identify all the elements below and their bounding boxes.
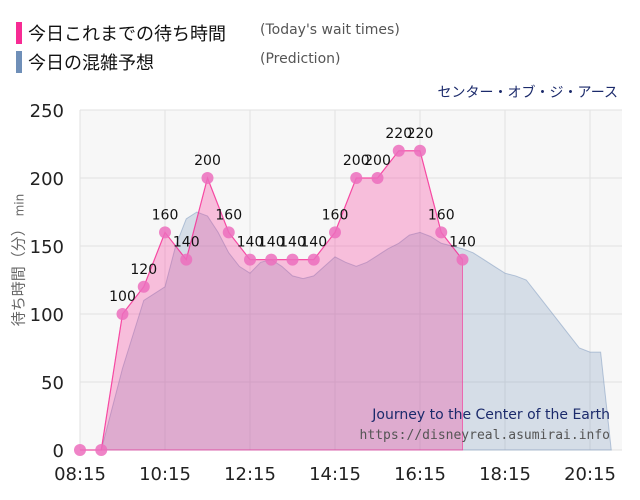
legend-actual-label: 今日これまでの待ち時間	[28, 24, 226, 45]
actual-point	[350, 172, 363, 184]
legend-actual-note: (Today's wait times)	[260, 22, 400, 38]
actual-point	[435, 226, 448, 239]
y-tick-label: 100	[30, 305, 64, 326]
actual-data-label: 160	[428, 207, 455, 223]
y-tick-label: 250	[30, 101, 64, 122]
source-url: https://disneyreal.asumirai.info	[359, 428, 610, 443]
actual-point	[222, 226, 235, 239]
actual-point	[371, 172, 384, 184]
actual-point	[74, 444, 86, 456]
actual-point	[116, 308, 129, 320]
actual-data-label: 120	[130, 262, 157, 278]
actual-data-label: 140	[449, 235, 476, 251]
legend-prediction-note: (Prediction)	[260, 51, 341, 67]
y-axis-title-jp: 待ち時間（分）	[9, 221, 28, 327]
actual-point	[392, 144, 405, 157]
actual-data-label: 160	[215, 207, 242, 223]
legend-actual-swatch	[16, 22, 22, 44]
prediction-area	[80, 211, 612, 451]
x-tick-label: 12:15	[224, 464, 276, 485]
y-tick-label: 150	[30, 237, 64, 258]
actual-data-label: 200	[343, 153, 370, 169]
actual-data-label: 140	[237, 235, 264, 251]
actual-point	[286, 253, 299, 266]
actual-data-label: 140	[173, 235, 200, 251]
x-tick-label: 08:15	[54, 464, 106, 485]
actual-point	[159, 226, 171, 239]
actual-point	[414, 144, 426, 157]
y-axis-title-unit: min	[12, 193, 27, 217]
y-tick-label: 0	[53, 441, 64, 462]
actual-point	[307, 253, 320, 266]
legend-prediction: 今日の混雑予想	[16, 49, 154, 75]
actual-data-label: 220	[407, 126, 434, 142]
actual-point	[244, 253, 256, 266]
actual-point	[180, 253, 193, 266]
actual-data-label: 140	[279, 235, 306, 251]
y-tick-label: 200	[30, 169, 64, 190]
actual-point	[265, 253, 278, 266]
x-tick-label: 14:15	[309, 464, 361, 485]
actual-point	[329, 226, 341, 239]
legend-prediction-swatch	[16, 51, 22, 73]
actual-data-label: 140	[258, 235, 285, 251]
actual-point	[137, 280, 150, 293]
actual-point	[456, 253, 469, 266]
actual-data-label: 220	[385, 126, 412, 142]
actual-data-label: 160	[322, 207, 349, 223]
actual-point	[95, 444, 108, 456]
x-tick-label: 16:15	[394, 464, 446, 485]
attraction-subtitle: センター・オブ・ジ・アース	[437, 85, 618, 101]
x-tick-label: 20:15	[564, 464, 616, 485]
legend-prediction-label: 今日の混雑予想	[28, 53, 154, 74]
actual-point	[201, 172, 214, 184]
x-tick-label: 10:15	[139, 464, 191, 485]
actual-data-label: 200	[194, 153, 221, 169]
y-axis-title: 待ち時間（分） min	[8, 194, 29, 326]
y-tick-label: 50	[41, 373, 64, 394]
actual-data-label: 100	[109, 289, 136, 305]
plot-background	[80, 110, 622, 450]
actual-data-label: 160	[152, 207, 179, 223]
actual-data-label: 140	[300, 235, 327, 251]
ride-name: Journey to the Center of the Earth	[372, 407, 610, 423]
actual-data-label: 200	[364, 153, 391, 169]
x-tick-label: 18:15	[479, 464, 531, 485]
legend-actual: 今日これまでの待ち時間	[16, 20, 226, 46]
